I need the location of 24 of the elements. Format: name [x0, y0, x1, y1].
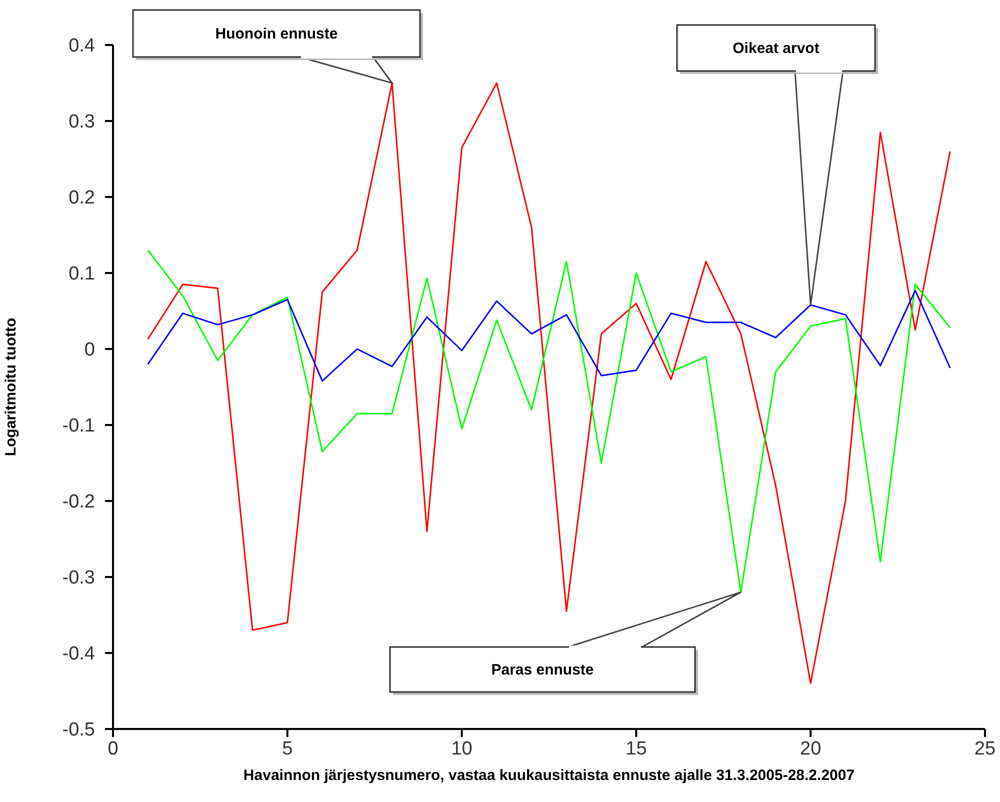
line-series: [147, 290, 951, 382]
y-axis-title: Logaritmoitu tuotto: [2, 318, 20, 456]
y-tick-label: -0.2: [62, 492, 95, 513]
x-tick-label: 5: [282, 738, 293, 760]
x-tick-label: 25: [974, 738, 996, 760]
annotation: Paras ennuste: [491, 662, 594, 678]
annotation: Huonoin ennuste: [215, 26, 338, 42]
x-tick-label: 20: [800, 738, 822, 760]
line-series: [147, 249, 951, 593]
y-tick-label: -0.5: [62, 720, 95, 741]
x-tick-label: 0: [108, 738, 118, 760]
x-axis-title: Havainnon järjestysnumero, vastaa kuukausittaista ennuste ajalle 31.3.2005-28.2.2007: [243, 767, 855, 784]
y-tick-label: -0.3: [62, 568, 95, 589]
y-tick-label: 0.1: [68, 264, 95, 285]
x-tick-label: 10: [451, 738, 472, 760]
y-tick-label: -0.1: [62, 416, 95, 437]
line-series: [147, 82, 951, 684]
annotation: Oikeat arvot: [732, 40, 820, 57]
y-tick-label: 0: [84, 340, 95, 361]
y-tick-label: -0.4: [62, 644, 96, 665]
y-tick-label: 0.4: [68, 36, 96, 57]
y-tick-label: 0.3: [68, 112, 95, 133]
x-tick-label: 15: [626, 738, 647, 760]
y-tick-label: 0.2: [68, 188, 95, 209]
